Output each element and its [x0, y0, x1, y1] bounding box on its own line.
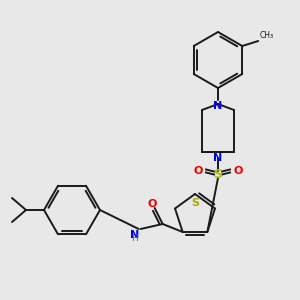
Text: S: S [191, 198, 199, 208]
Text: N: N [213, 153, 223, 163]
Text: O: O [193, 166, 203, 176]
Text: CH₃: CH₃ [259, 31, 273, 40]
Text: N: N [213, 101, 223, 111]
Text: O: O [233, 166, 243, 176]
Text: O: O [148, 199, 157, 209]
Text: N: N [130, 230, 140, 240]
Text: S: S [214, 167, 223, 181]
Text: H: H [131, 234, 138, 243]
